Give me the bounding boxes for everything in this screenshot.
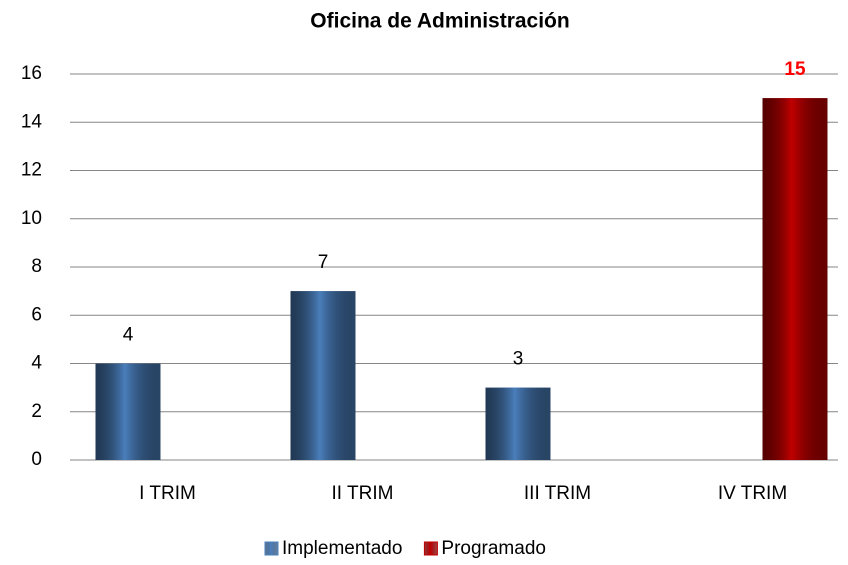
bar-shade bbox=[485, 387, 551, 460]
y-tick-label: 4 bbox=[31, 353, 42, 374]
x-tick-label: II TRIM bbox=[332, 483, 394, 504]
x-tick-label: III TRIM bbox=[524, 483, 591, 504]
bar-shade bbox=[290, 291, 356, 460]
y-tick-label: 0 bbox=[31, 449, 42, 470]
legend-label: Programado bbox=[441, 538, 546, 559]
x-tick-label: I TRIM bbox=[139, 483, 196, 504]
legend-label: Implementado bbox=[282, 538, 402, 559]
bar-shade bbox=[762, 98, 828, 460]
data-label: 15 bbox=[784, 59, 806, 80]
y-tick-label: 2 bbox=[31, 401, 42, 422]
y-tick-label: 16 bbox=[21, 63, 42, 84]
data-label: 7 bbox=[318, 252, 329, 273]
x-tick-label: IV TRIM bbox=[718, 483, 787, 504]
data-label: 3 bbox=[513, 349, 524, 370]
y-tick-label: 10 bbox=[21, 208, 42, 229]
y-tick-label: 14 bbox=[21, 111, 43, 132]
chart-title: Oficina de Administración bbox=[310, 10, 569, 33]
legend-swatch-base bbox=[265, 542, 278, 555]
y-tick-label: 6 bbox=[31, 304, 42, 325]
y-tick-label: 12 bbox=[21, 160, 42, 181]
data-label: 4 bbox=[123, 325, 134, 346]
bar-shade bbox=[95, 363, 161, 460]
legend-swatch-base bbox=[424, 542, 438, 555]
y-tick-label: 8 bbox=[31, 256, 42, 277]
